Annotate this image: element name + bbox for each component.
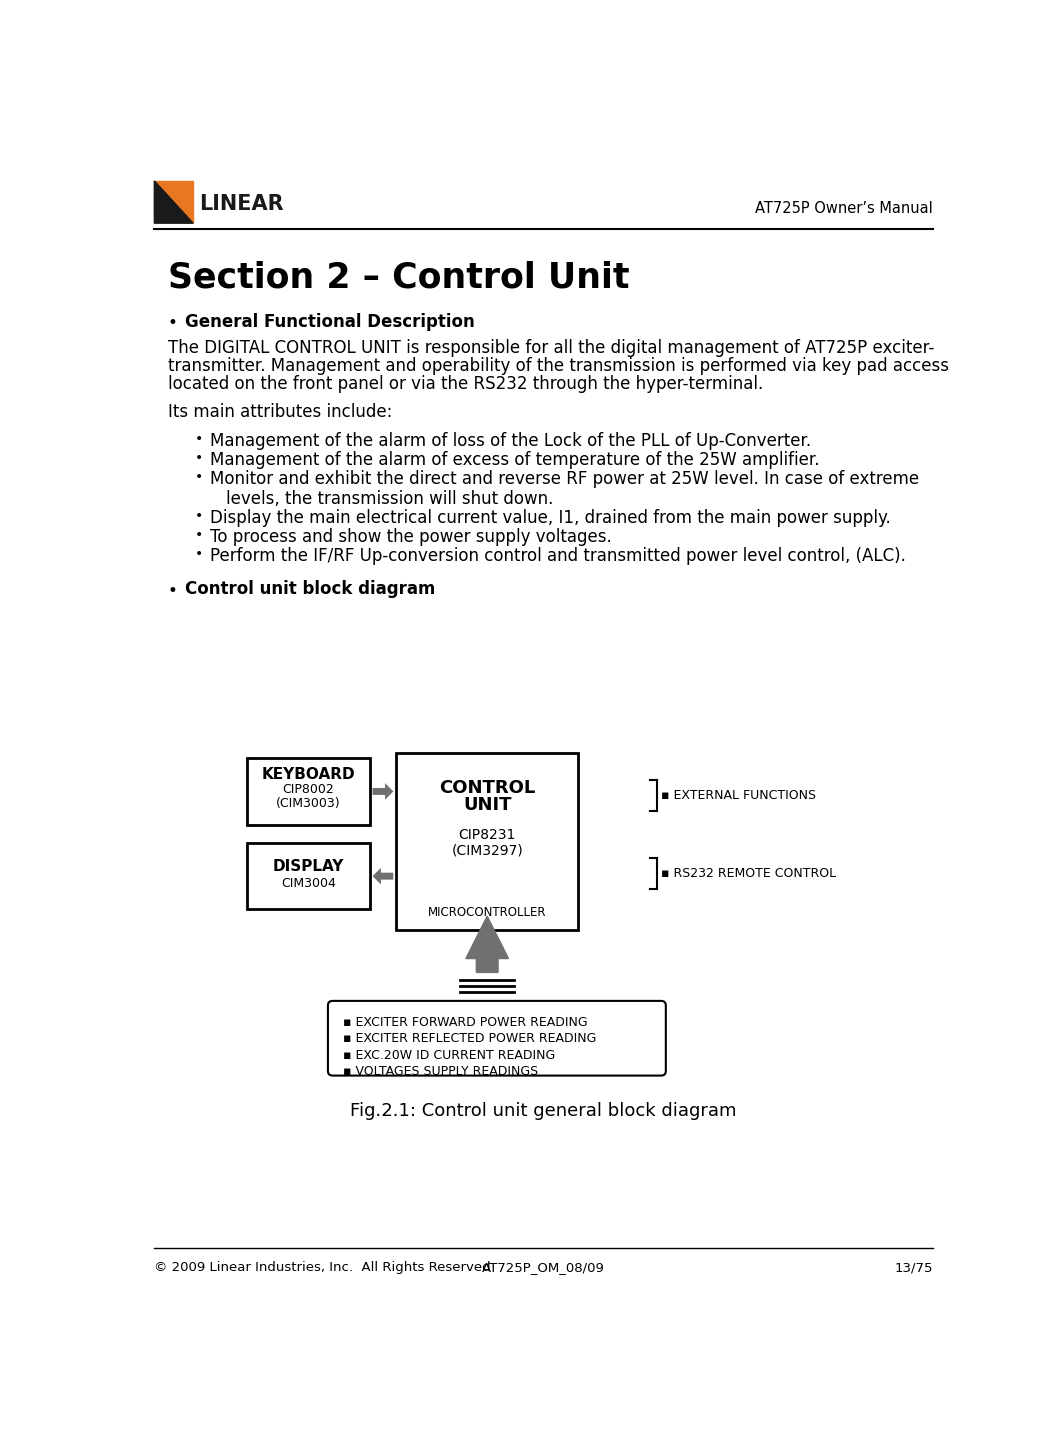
- Text: ▪ RS232 REMOTE CONTROL: ▪ RS232 REMOTE CONTROL: [661, 868, 836, 881]
- Text: Monitor and exhibit the direct and reverse RF power at 25W level. In case of ext: Monitor and exhibit the direct and rever…: [210, 470, 919, 489]
- Text: Section 2 – Control Unit: Section 2 – Control Unit: [168, 260, 629, 295]
- Text: Control unit block diagram: Control unit block diagram: [186, 581, 436, 599]
- Text: CONTROL: CONTROL: [439, 778, 536, 797]
- Text: levels, the transmission will shut down.: levels, the transmission will shut down.: [226, 489, 553, 508]
- Text: UNIT: UNIT: [463, 795, 511, 814]
- Bar: [247, 758, 370, 825]
- Text: AT725P Owner’s Manual: AT725P Owner’s Manual: [755, 202, 934, 216]
- Text: KEYBOARD: KEYBOARD: [262, 766, 355, 782]
- Text: Display the main electrical current value, I1, drained from the main power suppl: Display the main electrical current valu…: [210, 509, 891, 526]
- Text: •: •: [194, 548, 203, 562]
- Text: General Functional Description: General Functional Description: [186, 313, 475, 330]
- Text: AT725P_OM_08/09: AT725P_OM_08/09: [482, 1261, 605, 1274]
- FancyArrow shape: [466, 917, 508, 972]
- Text: ▪ VOLTAGES SUPPLY READINGS: ▪ VOLTAGES SUPPLY READINGS: [344, 1065, 539, 1078]
- Text: © 2009 Linear Industries, Inc.  All Rights Reserved: © 2009 Linear Industries, Inc. All Right…: [154, 1261, 491, 1274]
- Text: Its main attributes include:: Its main attributes include:: [168, 403, 392, 420]
- Text: CIP8231: CIP8231: [458, 828, 516, 842]
- Text: Fig.2.1: Control unit general block diagram: Fig.2.1: Control unit general block diag…: [350, 1101, 736, 1120]
- Bar: [247, 844, 370, 909]
- Text: ▪ EXCITER REFLECTED POWER READING: ▪ EXCITER REFLECTED POWER READING: [344, 1032, 596, 1045]
- Text: •: •: [194, 470, 203, 485]
- Text: LINEAR: LINEAR: [199, 194, 284, 214]
- Bar: [396, 754, 578, 930]
- Text: •: •: [168, 582, 177, 601]
- Text: (CIM3297): (CIM3297): [451, 844, 523, 858]
- Text: MICROCONTROLLER: MICROCONTROLLER: [428, 905, 546, 919]
- Text: DISPLAY: DISPLAY: [273, 859, 344, 874]
- Text: (CIM3003): (CIM3003): [276, 798, 341, 811]
- Text: •: •: [194, 509, 203, 523]
- Text: ▪ EXCITER FORWARD POWER READING: ▪ EXCITER FORWARD POWER READING: [344, 1017, 588, 1030]
- Text: ▪ EXTERNAL FUNCTIONS: ▪ EXTERNAL FUNCTIONS: [661, 789, 816, 802]
- Polygon shape: [154, 180, 193, 223]
- Text: 13/75: 13/75: [894, 1261, 934, 1274]
- FancyBboxPatch shape: [328, 1001, 666, 1075]
- Text: Management of the alarm of loss of the Lock of the PLL of Up-Converter.: Management of the alarm of loss of the L…: [210, 432, 812, 450]
- Text: located on the front panel or via the RS232 through the hyper-terminal.: located on the front panel or via the RS…: [168, 375, 763, 393]
- Text: To process and show the power supply voltages.: To process and show the power supply vol…: [210, 528, 612, 546]
- Text: •: •: [194, 450, 203, 465]
- Text: CIP8002: CIP8002: [282, 784, 334, 797]
- Text: The DIGITAL CONTROL UNIT is responsible for all the digital management of AT725P: The DIGITAL CONTROL UNIT is responsible …: [168, 339, 934, 358]
- Text: ▪ EXC.20W ID CURRENT READING: ▪ EXC.20W ID CURRENT READING: [344, 1048, 556, 1061]
- Text: Management of the alarm of excess of temperature of the 25W amplifier.: Management of the alarm of excess of tem…: [210, 450, 820, 469]
- Text: •: •: [168, 315, 177, 332]
- Text: •: •: [194, 528, 203, 542]
- Text: CIM3004: CIM3004: [281, 878, 336, 891]
- Text: •: •: [194, 432, 203, 446]
- Polygon shape: [154, 180, 193, 223]
- Text: Perform the IF/RF Up-conversion control and transmitted power level control, (AL: Perform the IF/RF Up-conversion control …: [210, 548, 906, 565]
- Text: transmitter. Management and operability of the transmission is performed via key: transmitter. Management and operability …: [168, 358, 949, 375]
